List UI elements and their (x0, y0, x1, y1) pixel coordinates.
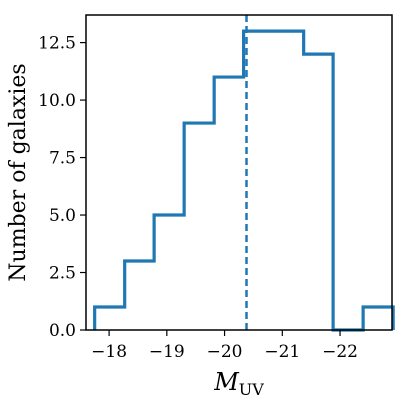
y-tick-label: 5.0 (49, 206, 76, 226)
x-axis-label: MUV (213, 368, 264, 399)
x-tick-label: −18 (91, 342, 127, 362)
x-tick-label: −22 (322, 342, 358, 362)
y-tick-label: 7.5 (49, 149, 76, 169)
y-tick-label: 10.0 (38, 91, 76, 111)
y-tick-label: 0.0 (49, 321, 76, 341)
y-tick-label: 2.5 (49, 264, 76, 284)
plot-area (93, 15, 395, 332)
x-axis-ticks: −18 −19 −20 −21 −22 (91, 330, 358, 362)
axes-frame (85, 14, 393, 331)
histogram-step-line (93, 29, 395, 332)
x-tick-label: −19 (149, 342, 185, 362)
x-tick-label: −20 (207, 342, 243, 362)
x-axis-label-main: M (213, 368, 240, 396)
x-axis-label-subscript: UV (239, 380, 264, 399)
y-axis-ticks: 0.0 2.5 5.0 7.5 10.0 12.5 (38, 34, 86, 341)
y-tick-label: 12.5 (38, 34, 76, 54)
y-axis-label: Number of galaxies (6, 63, 31, 281)
x-tick-label: −21 (264, 342, 300, 362)
